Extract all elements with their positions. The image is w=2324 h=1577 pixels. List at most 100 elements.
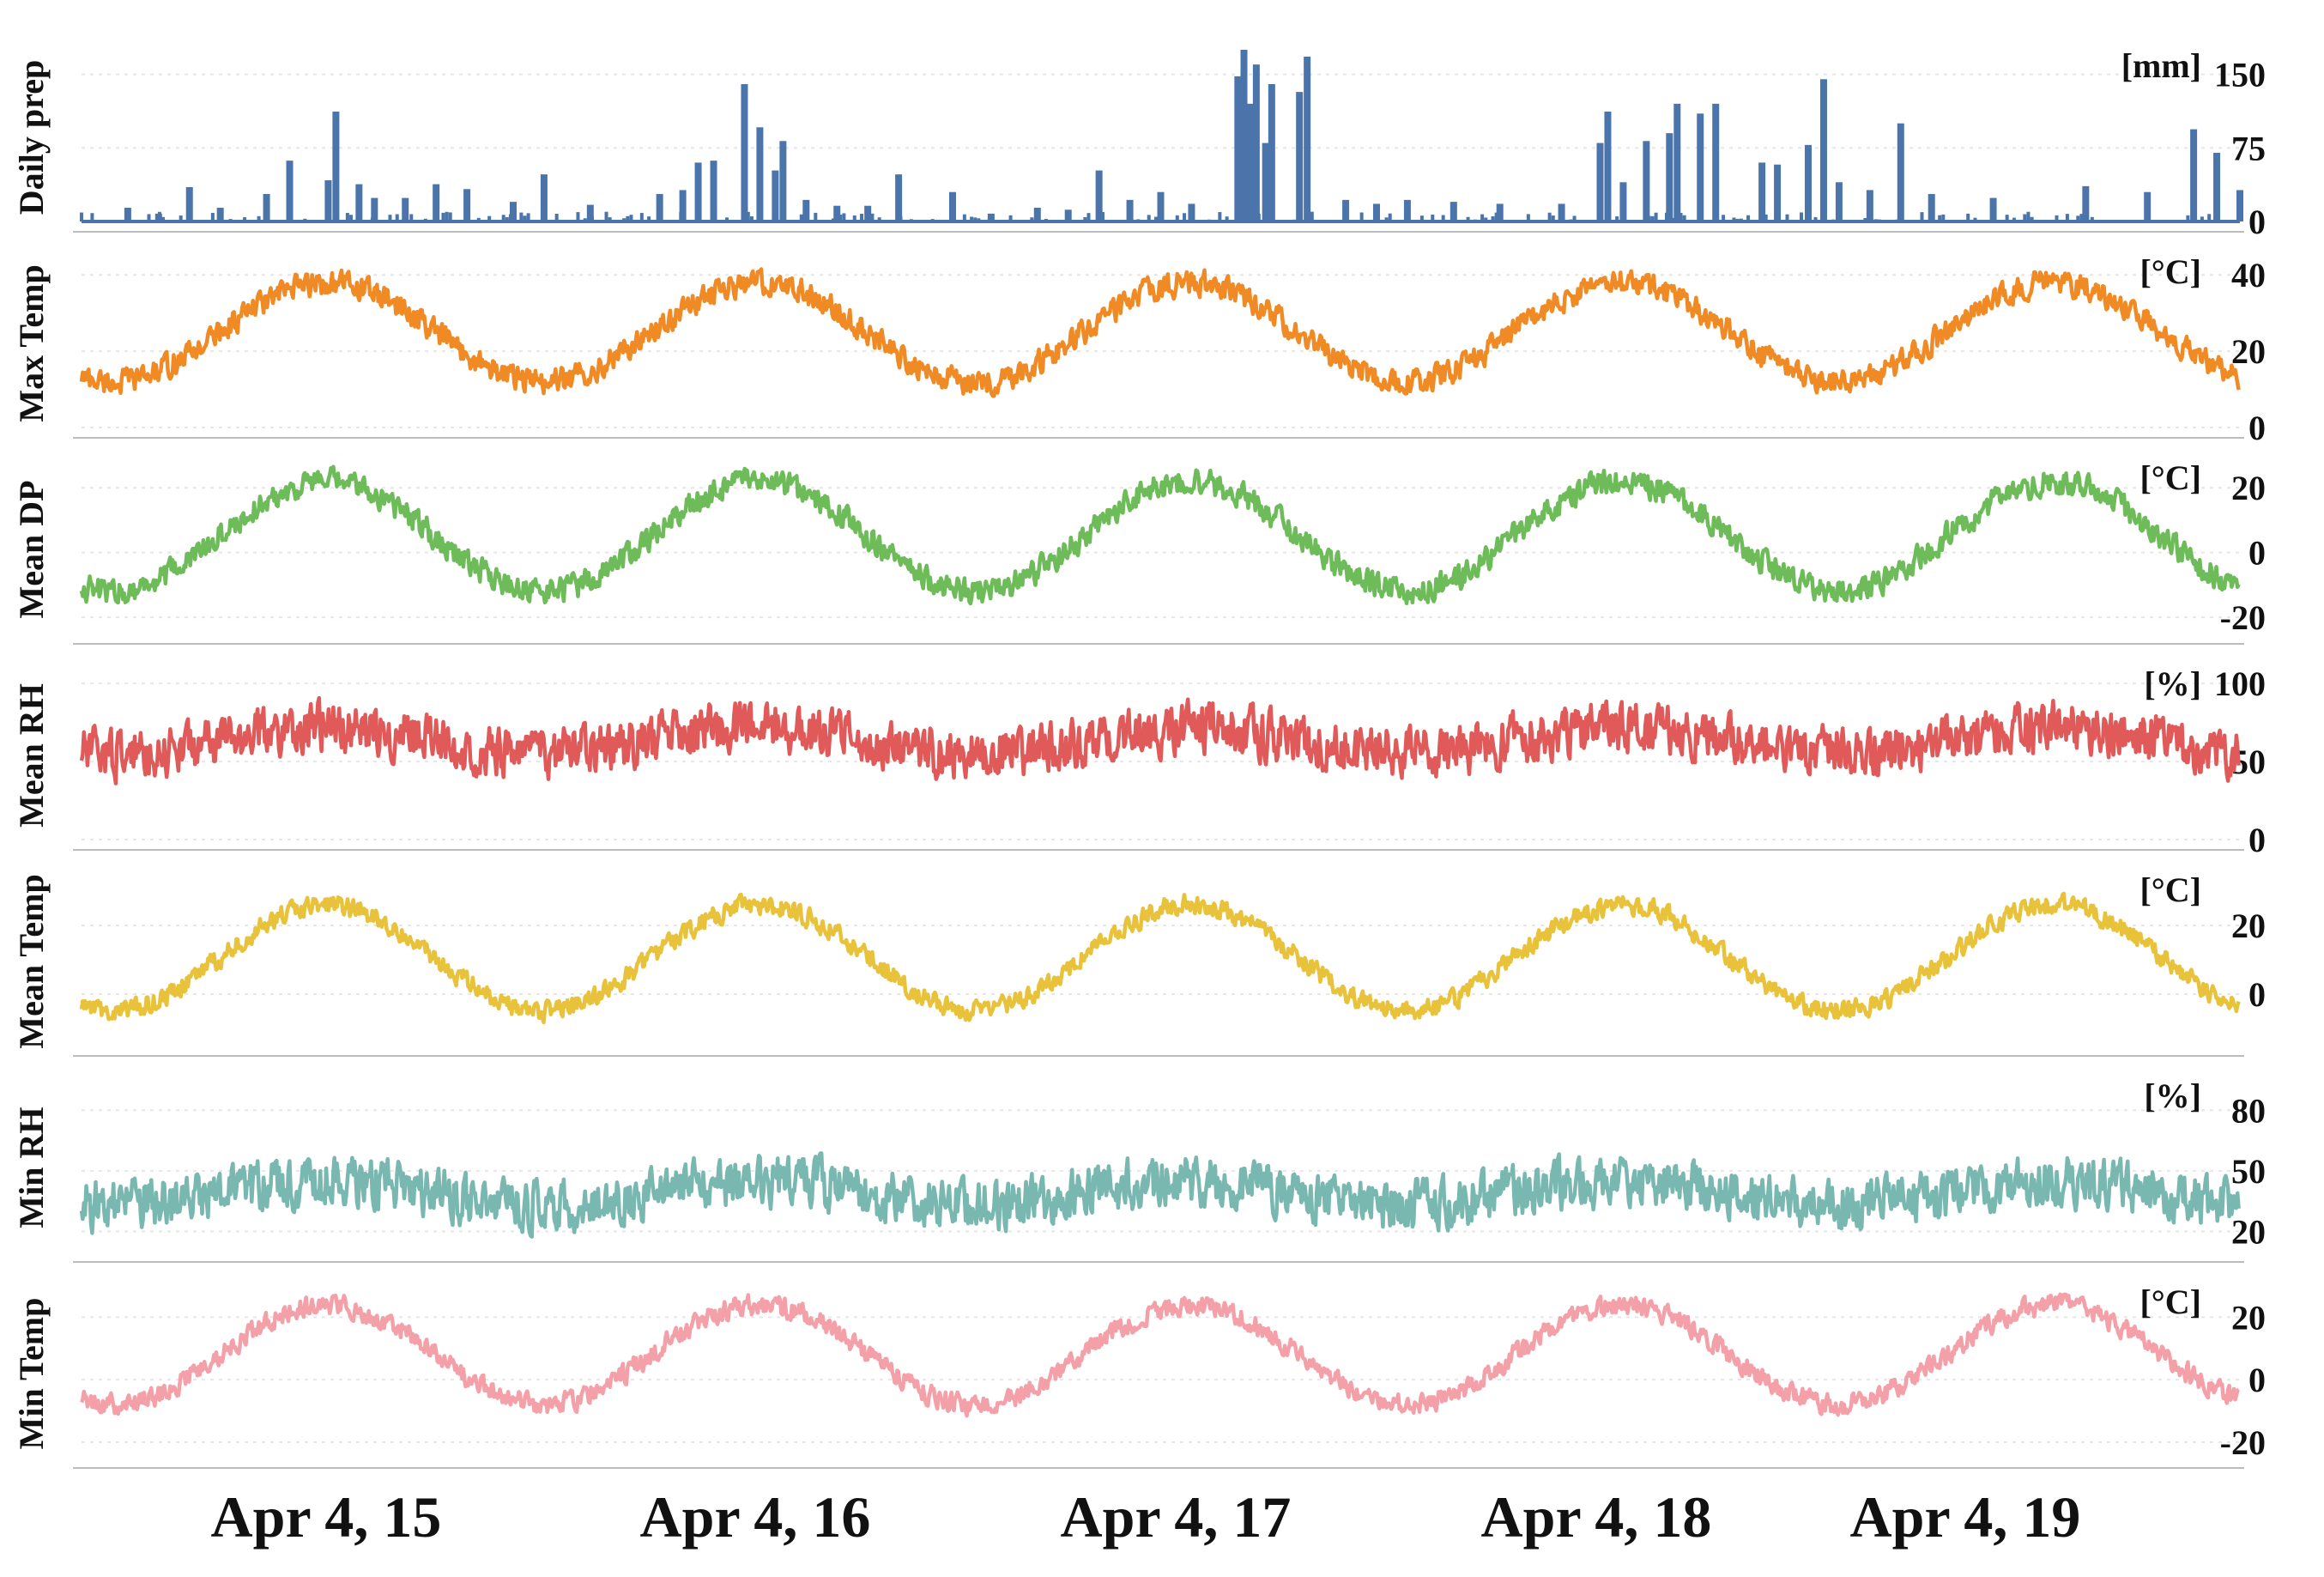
precip-bar (694, 162, 702, 221)
precip-bar (779, 141, 787, 221)
precip-bar (1547, 212, 1552, 221)
precip-bar (1252, 64, 1260, 222)
x-tick-label: Apr 4, 19 (1850, 1484, 2081, 1550)
precip-bar (1666, 133, 1673, 221)
precip-bar (1441, 215, 1445, 221)
precip-bar (1126, 199, 1134, 221)
precip-bar (257, 215, 261, 221)
precip-bar (1234, 76, 1242, 221)
precip-bar (1877, 219, 1881, 221)
precip-bar (1030, 217, 1034, 221)
precip-bar (1033, 208, 1041, 221)
precip-bar (154, 213, 162, 221)
precip-bar (1086, 213, 1091, 221)
precip-bar (1558, 203, 1565, 221)
precip-bar (1813, 216, 1818, 221)
precip-bar (2005, 215, 2009, 221)
panel-mean-dp: -20 0 20 [°C] Mean DP (12, 458, 2266, 645)
precip-bar (973, 217, 977, 221)
precip-bar (1095, 170, 1103, 221)
precip-bar (1697, 113, 1704, 221)
x-tick-label: Apr 4, 16 (640, 1484, 871, 1550)
precip-bar (2076, 215, 2080, 221)
precip-bar (1473, 219, 1477, 221)
precip-bar (2012, 217, 2016, 221)
precip-bar (1484, 217, 1488, 221)
precip-bar (540, 174, 548, 221)
panel-max-temp: 0 20 40 [°C] Max Temp (12, 252, 2266, 447)
precip-bar (185, 187, 193, 221)
precip-bar (1373, 203, 1380, 221)
precip-bar (833, 205, 841, 221)
precip-bar (1615, 215, 1619, 221)
precip-bar (1764, 214, 1768, 221)
precip-bar (1175, 215, 1179, 221)
y-tick-label: -20 (2220, 1423, 2266, 1462)
precip-bar (1262, 143, 1269, 221)
precip-bar (604, 211, 608, 221)
precip-bar (1292, 219, 1297, 221)
precip-bar (371, 197, 378, 221)
x-tick-label: Apr 4, 18 (1481, 1484, 1712, 1550)
precip-bar (1188, 203, 1195, 221)
panel-label: Min RH (12, 1107, 51, 1228)
precip-bar (216, 208, 224, 221)
precip-bar (1494, 212, 1498, 221)
precip-bar (1682, 215, 1686, 221)
precip-bar (1147, 215, 1151, 221)
series-line-mean-temp (79, 891, 2241, 1025)
precip-bar (1920, 212, 1924, 221)
panel-label: Max Temp (12, 264, 51, 422)
precip-bar (2186, 215, 2190, 221)
precip-bar (746, 211, 750, 221)
precip-bar (286, 161, 294, 221)
precip-bar (1064, 209, 1072, 221)
precip-bar (1449, 202, 1457, 221)
precip-bar (1672, 217, 1676, 221)
precip-bar (2200, 216, 2204, 221)
precip-bar (647, 216, 651, 221)
precip-bar (852, 215, 856, 221)
precip-bar (622, 218, 626, 221)
precip-bar (1268, 84, 1275, 221)
series-line-min-temp (79, 1292, 2241, 1418)
precip-bar (526, 213, 530, 221)
precip-bar (756, 127, 764, 221)
precip-bar (679, 190, 687, 221)
precip-bar (710, 161, 717, 221)
precip-bar (1083, 216, 1087, 221)
precip-bar (1569, 219, 1573, 221)
panel-min-rh: 20 50 80 [%] Min RH (12, 1077, 2266, 1263)
precip-bar (831, 218, 835, 221)
precip-bar (1596, 143, 1604, 221)
y-tick-label: 50 (2231, 1152, 2266, 1191)
y-tick-label: -20 (2220, 598, 2266, 637)
precip-bar (749, 215, 753, 221)
precip-bar (349, 215, 354, 221)
precip-bar (1973, 217, 1977, 221)
precip-bar (243, 217, 247, 221)
precip-bar (355, 184, 363, 221)
precip-bar (772, 170, 779, 221)
panel-label: Min Temp (12, 1298, 51, 1450)
precip-bar (1679, 213, 1683, 221)
precip-bar (1739, 218, 1743, 221)
panel-label: Daily prep (12, 60, 51, 215)
precip-bar (864, 205, 872, 221)
precip-bar (1735, 218, 1740, 221)
precip-bar (1928, 194, 1935, 221)
precip-bar (2090, 216, 2094, 221)
precip-bar (1304, 57, 1311, 221)
precip-bar (583, 218, 587, 221)
precip-bar (1758, 162, 1766, 221)
precip-bar (463, 189, 471, 221)
precip-bar (2079, 214, 2084, 221)
precip-bar (1466, 216, 1470, 221)
precip-bar (1431, 214, 1435, 221)
precip-bar (324, 180, 332, 221)
y-tick-label: 0 (2248, 821, 2266, 859)
precip-bar (1842, 220, 1846, 221)
precip-bar (1938, 215, 1942, 221)
precip-bar (445, 211, 449, 221)
y-tick-label: 0 (2248, 534, 2266, 573)
